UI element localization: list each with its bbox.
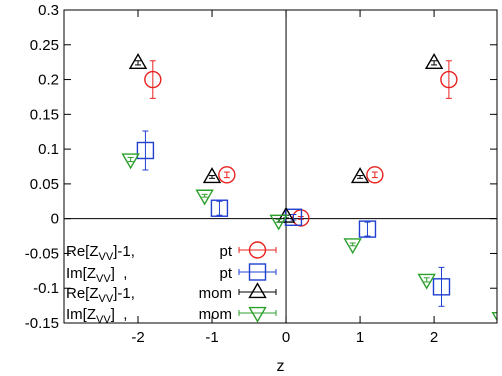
data-point-triangle-down <box>417 273 436 290</box>
legend-marker-circle <box>248 241 267 259</box>
y-tick-label: -0.1 <box>33 280 59 297</box>
data-point-square <box>210 199 229 217</box>
data-point-square <box>136 141 155 160</box>
legend-marker-triangle-down <box>248 306 267 323</box>
x-axis-title: z <box>277 358 285 375</box>
data-point-triangle-up <box>424 53 444 70</box>
x-tick-label: 1 <box>356 329 364 346</box>
y-tick-label: -0.05 <box>25 245 59 262</box>
data-point-triangle-down <box>195 189 214 206</box>
legend-entry-4: Im[ZVV] , mom <box>66 306 277 326</box>
legend-label: Re[ZVV]-1, <box>66 285 135 305</box>
legend-entry-1: Re[ZVV]-1, pt <box>66 241 277 263</box>
legend-label-main: Im[Z <box>66 306 96 323</box>
data-point-triangle-up <box>350 167 370 184</box>
series-4 <box>121 153 497 322</box>
legend-label-tail: ]-1, <box>113 243 135 260</box>
legend-tag: pt <box>219 243 232 260</box>
plot-frame <box>63 9 498 324</box>
data-point-circle <box>366 166 384 184</box>
axes: -0.15 -0.1 -0.05 0 0.05 0.1 0.15 0.2 0.25 0.3 -2 -1… <box>25 2 497 346</box>
legend-label-subscript: VV <box>96 314 111 326</box>
data-point-square <box>432 278 451 296</box>
legend-label-main: Re[Z <box>66 285 99 302</box>
legend-label-subscript: VV <box>96 273 111 285</box>
y-tick-label: -0.15 <box>25 315 59 332</box>
x-tick-label: 0 <box>282 329 290 346</box>
legend-marker-triangle-up <box>248 282 267 299</box>
data-point-circle <box>218 166 236 184</box>
legend-tag: pt <box>219 265 232 282</box>
legend-entry-2: Im[ZVV] , pt <box>66 263 277 285</box>
y-tick-label: 0.15 <box>30 106 59 123</box>
legend-tag: mom <box>199 285 232 302</box>
data-point-triangle-up <box>202 167 222 184</box>
y-tick-label: 0.3 <box>38 2 59 19</box>
y-tick-label: 0 <box>51 211 59 228</box>
legend-label: Im[ZVV] , <box>66 265 127 285</box>
y-tick-label: 0.2 <box>38 72 59 89</box>
legend-label-main: Re[Z <box>66 243 99 260</box>
x-tick-label: 2 <box>430 329 438 346</box>
legend-label-subscript: VV <box>99 293 114 305</box>
legend-label-main: Im[Z <box>66 265 96 282</box>
legend-tag: mom <box>199 306 232 323</box>
data-point-circle <box>440 70 458 89</box>
legend-marker-square <box>248 263 267 281</box>
data-point-triangle-up <box>128 53 148 70</box>
data-point-triangle-down <box>121 153 140 170</box>
data-point-circle <box>144 70 162 89</box>
data-point-square <box>358 220 377 238</box>
data-point-triangle-down <box>269 214 288 231</box>
legend-label-tail: ]-1, <box>113 285 135 302</box>
y-tick-label: 0.25 <box>30 37 59 54</box>
legend-label: Re[ZVV]-1, <box>66 243 135 263</box>
legend-label-tail: ] , <box>111 265 128 282</box>
legend-label-subscript: VV <box>99 251 114 263</box>
legend-label-tail: ] , <box>111 306 128 323</box>
y-tick-label: 0.1 <box>38 141 59 158</box>
x-tick-label: -1 <box>205 329 218 346</box>
legend-label: Im[ZVV] , <box>66 306 127 326</box>
x-tick-label: -2 <box>131 329 144 346</box>
series-layer <box>121 53 497 322</box>
data-point-triangle-down <box>343 238 362 255</box>
y-tick-label: 0.05 <box>30 176 59 193</box>
legend-entry-3: Re[ZVV]-1, mom <box>66 282 277 305</box>
